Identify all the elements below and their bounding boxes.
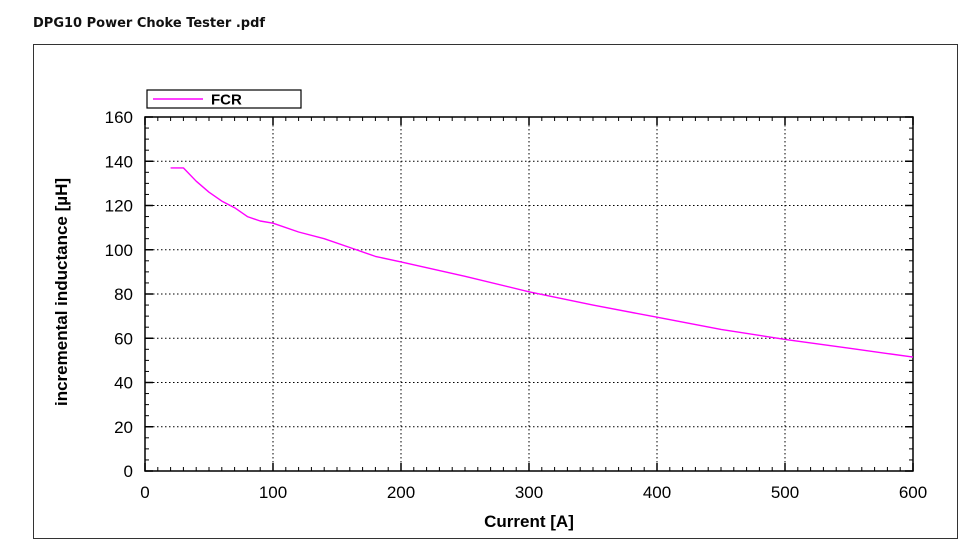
series-line-fcr (170, 167, 914, 358)
x-tick-label: 400 (643, 483, 671, 502)
y-tick-label: 20 (114, 418, 133, 437)
x-tick-label: 0 (140, 483, 149, 502)
axes-layer: 0 100 200 300 400 500 600 0 20 40 60 80 100 120 140 160 (105, 108, 928, 502)
x-tick-label: 200 (387, 483, 415, 502)
y-tick-label: 160 (105, 108, 133, 127)
y-tick-label: 40 (114, 374, 133, 393)
y-axis-label: incremental inductance [µH] (52, 178, 71, 406)
x-tick-label: 300 (515, 483, 543, 502)
legend-box (146, 89, 302, 109)
x-tick-label: 600 (899, 483, 927, 502)
y-tick-label: 120 (105, 197, 133, 216)
document-title: DPG10 Power Choke Tester .pdf (33, 16, 266, 31)
legend: FCR (146, 89, 302, 109)
y-tick-label: 0 (124, 462, 133, 481)
series-layer (170, 167, 914, 358)
y-tick-label: 60 (114, 329, 133, 348)
y-tick-label: 140 (105, 152, 133, 171)
y-tick-label: 100 (105, 241, 133, 260)
legend-label: FCR (211, 92, 242, 109)
x-axis-label: Current [A] (484, 512, 574, 531)
x-tick-label: 500 (771, 483, 799, 502)
grid-layer (145, 117, 913, 471)
chart-frame (33, 44, 958, 539)
y-tick-label: 80 (114, 285, 133, 304)
x-tick-label: 100 (259, 483, 287, 502)
